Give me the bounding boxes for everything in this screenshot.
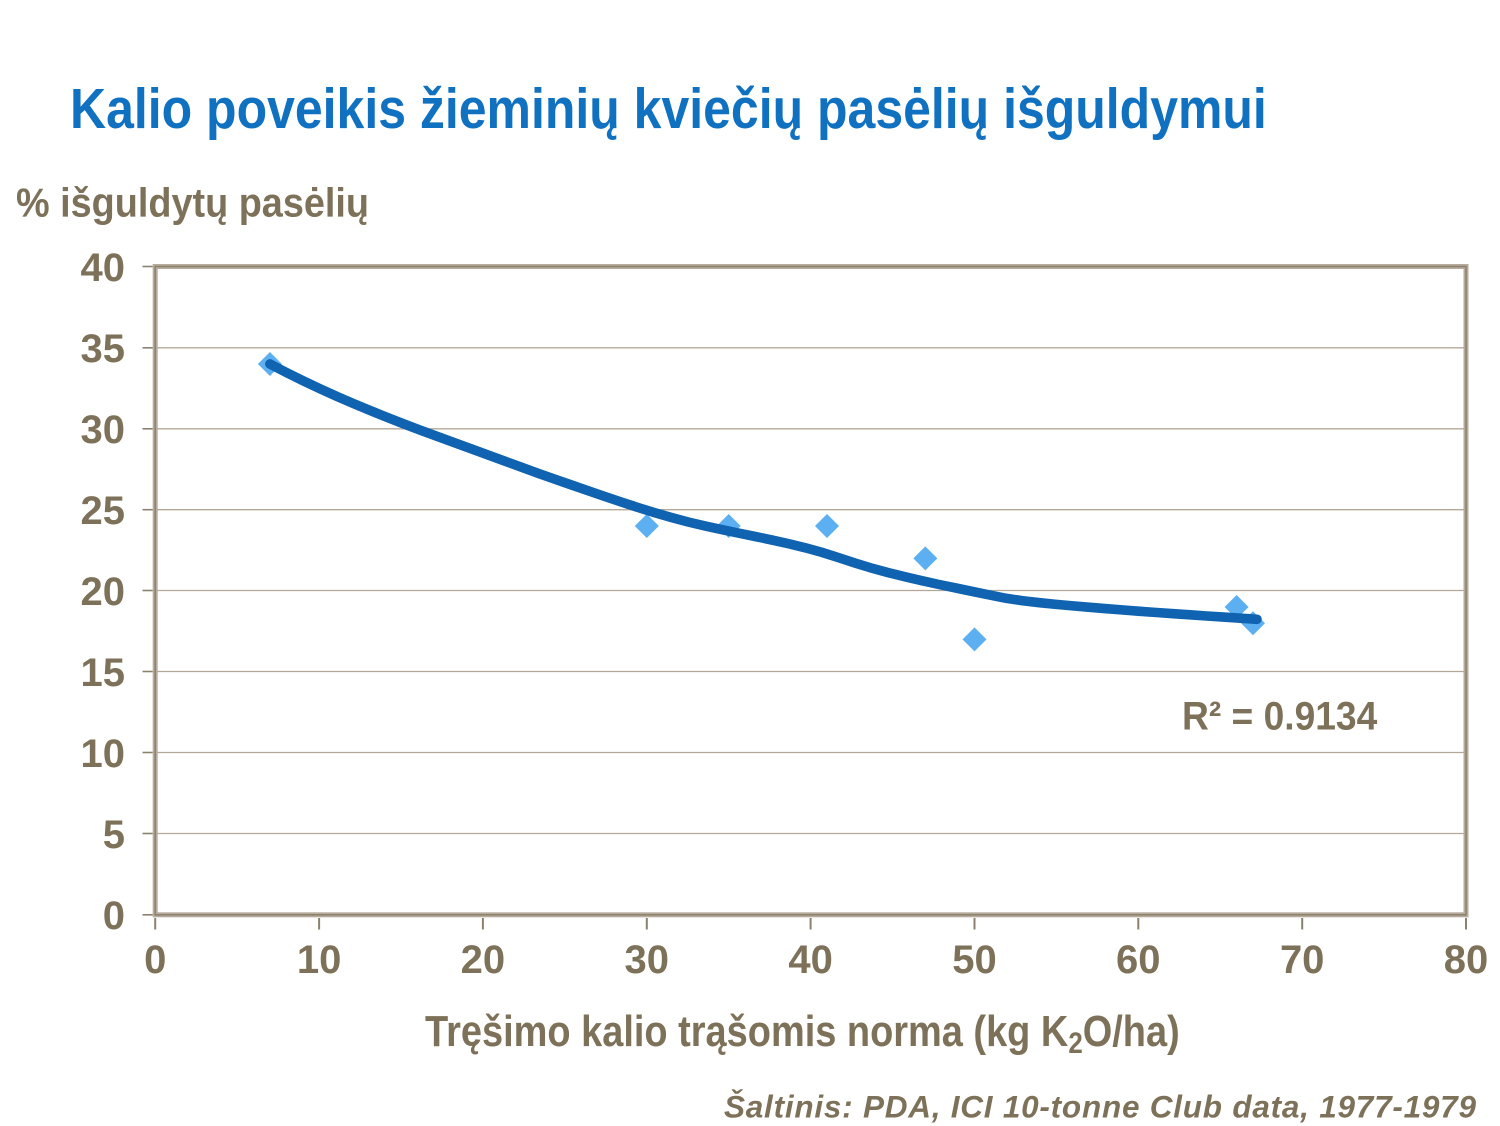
svg-text:10: 10 (81, 732, 126, 776)
svg-text:Kalio poveikis žieminių kvieči: Kalio poveikis žieminių kviečių pasėlių … (70, 77, 1267, 141)
svg-text:70: 70 (1280, 938, 1325, 982)
svg-text:R² = 0.9134: R² = 0.9134 (1182, 694, 1378, 739)
svg-text:35: 35 (81, 327, 126, 371)
svg-text:50: 50 (952, 938, 997, 982)
svg-text:30: 30 (625, 938, 670, 982)
svg-text:15: 15 (81, 651, 126, 695)
svg-text:Tręšimo kalio trąšomis norma: Tręšimo kalio trąšomis norma (kg K2O/ha) (425, 1006, 1180, 1059)
svg-text:20: 20 (81, 570, 126, 614)
svg-text:10: 10 (297, 938, 342, 982)
svg-text:20: 20 (461, 938, 506, 982)
svg-text:40: 40 (788, 938, 833, 982)
svg-text:25: 25 (81, 489, 126, 533)
svg-text:40: 40 (81, 246, 126, 290)
svg-text:Šaltinis: PDA, ICI 10-tonne Cl: Šaltinis: PDA, ICI 10-tonne Club data, 1… (724, 1089, 1476, 1125)
svg-text:0: 0 (103, 894, 125, 938)
svg-text:30: 30 (81, 408, 126, 452)
svg-text:80: 80 (1444, 938, 1489, 982)
svg-text:0: 0 (144, 938, 166, 982)
svg-text:5: 5 (103, 813, 125, 857)
svg-text:% išguldytų pasėlių: % išguldytų pasėlių (16, 180, 369, 226)
svg-text:60: 60 (1116, 938, 1161, 982)
